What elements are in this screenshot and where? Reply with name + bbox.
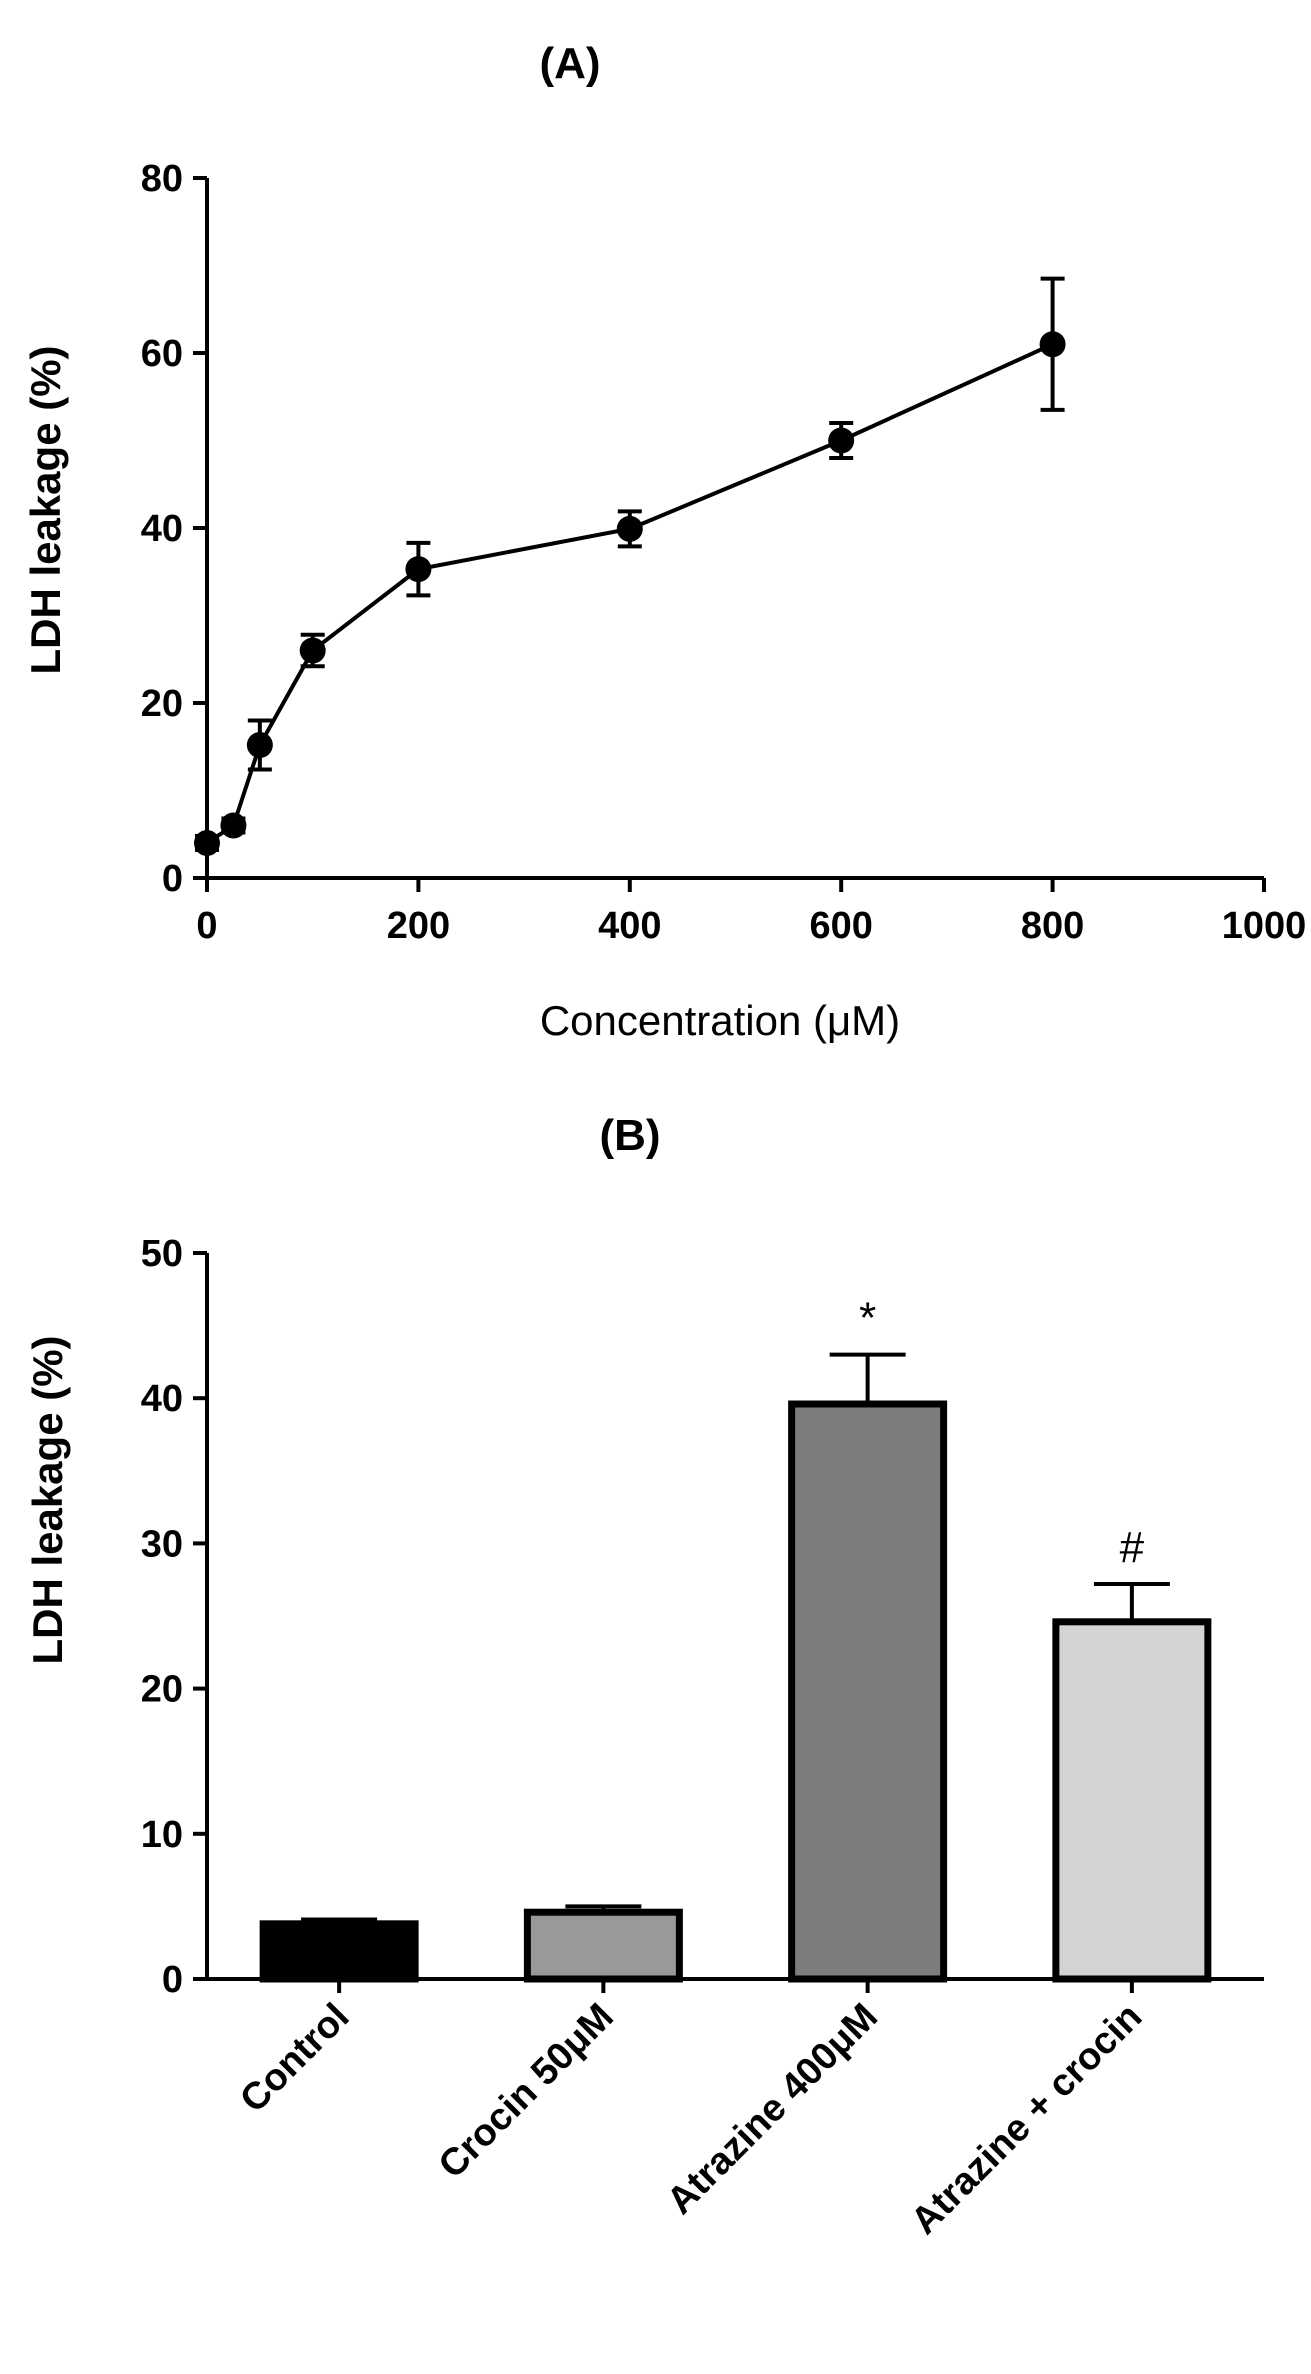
panel-b-category-label: Crocin 50μM	[431, 1996, 622, 2187]
panel-a-data-point	[246, 732, 273, 758]
panel-a-data-point	[1039, 331, 1066, 358]
panel-a-x-tick-label: 200	[387, 905, 450, 947]
panel-b-error-bar	[1093, 1582, 1170, 1622]
panel-b-bar	[259, 1920, 419, 1983]
panel-a-data-point	[299, 637, 326, 664]
panel-b-title: (B)	[599, 1111, 660, 1160]
panel-a-x-tick-label: 400	[598, 905, 661, 947]
panel-b-bar	[1052, 1618, 1212, 1983]
panel-b-y-tick-label: 0	[162, 1959, 183, 2001]
panel-a-x-axis-label: Concentration (μM)	[540, 997, 900, 1044]
panel-a-data-point	[194, 830, 220, 856]
panel-a-y-axis-label: LDH leakage (%)	[22, 345, 69, 674]
panel-b-category-label: Control	[232, 1996, 357, 2121]
panel-a: (A) LDH leakage (%) Concentration (μM) 0…	[22, 39, 1306, 1044]
panel-a-data-point	[828, 427, 855, 454]
panel-b-significance-marker: *	[859, 1294, 876, 1343]
panel-a-y-tick-label: 80	[141, 158, 183, 200]
panel-a-axes	[193, 176, 1266, 892]
panel-a-series	[194, 276, 1066, 856]
panel-a-y-tick-label: 60	[141, 333, 183, 375]
panel-b-significance-marker: #	[1120, 1523, 1145, 1572]
panel-b-y-tick-label: 50	[141, 1233, 183, 1275]
panel-a-data-point	[220, 812, 247, 839]
panel-b-error-bar	[829, 1352, 906, 1405]
panel-a-y-tick-label: 40	[141, 508, 183, 550]
panel-b-tick-labels: 0 10 20 30 40 50 Control Crocin 50μM Atrazine 40…	[141, 1233, 1151, 2243]
panel-b-bar	[788, 1400, 948, 1983]
panel-b-bars	[259, 1352, 1212, 1983]
panel-a-x-tick-label: 600	[809, 905, 872, 947]
panel-a-title: (A)	[539, 39, 600, 88]
panel-b-y-tick-label: 10	[141, 1814, 183, 1856]
panel-a-y-tick-label: 20	[141, 683, 183, 725]
panel-b-y-tick-label: 20	[141, 1669, 183, 1711]
panel-b-y-tick-label: 40	[141, 1378, 183, 1420]
panel-b-bar	[523, 1908, 683, 1983]
panel-b: (B) LDH leakage (%) 0 10 20 30 40 50 Control Cr…	[24, 1111, 1264, 2243]
panel-b-category-label: Atrazine + crocin	[903, 1996, 1150, 2243]
panel-b-category-label: Atrazine 400μM	[659, 1996, 886, 2223]
panel-b-y-tick-label: 30	[141, 1523, 183, 1565]
panel-a-data-point	[405, 556, 432, 583]
panel-a-y-tick-label: 0	[162, 858, 183, 900]
panel-a-series-line	[205, 342, 1054, 845]
panel-a-x-tick-label: 1000	[1222, 905, 1307, 947]
panel-a-x-tick-label: 800	[1021, 905, 1084, 947]
panel-a-x-tick-label: 0	[196, 905, 217, 947]
panel-b-y-axis-label: LDH leakage (%)	[24, 1335, 71, 1664]
panel-a-data-point	[616, 515, 643, 542]
